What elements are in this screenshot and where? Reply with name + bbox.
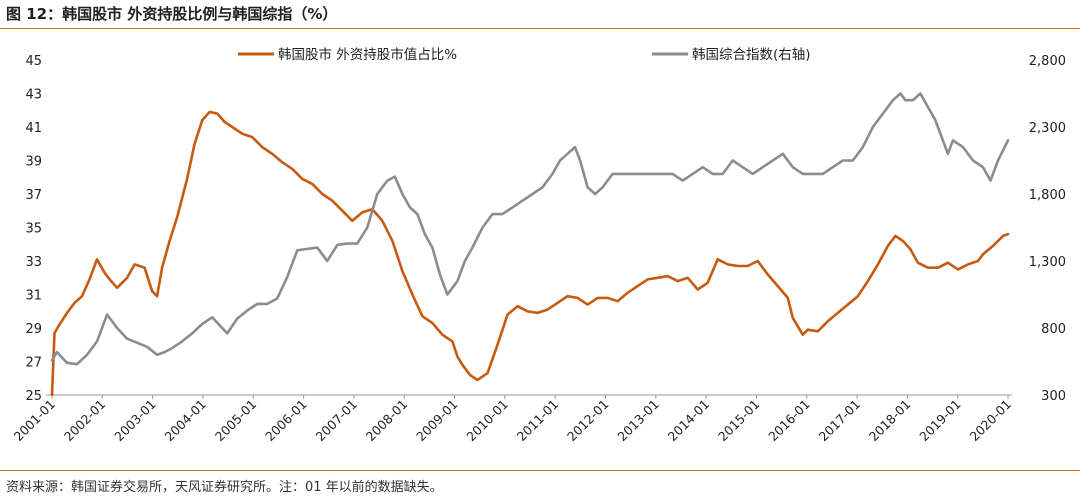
- left-axis-tick-label: 43: [25, 88, 42, 103]
- x-axis-tick-label: 2014-01: [665, 397, 713, 445]
- left-axis-tick-label: 35: [25, 222, 42, 237]
- x-axis-tick-label: 2004-01: [162, 397, 210, 445]
- series-lines: [50, 92, 1010, 397]
- right-axis-tick-label: 1,800: [1029, 188, 1066, 203]
- x-axis-tick-label: 2018-01: [866, 397, 914, 445]
- header-divider: [0, 28, 1080, 29]
- left-axis-tick-label: 41: [25, 121, 42, 136]
- right-axis-tick-label: 1,300: [1029, 255, 1066, 270]
- x-axis-tick-label: 2003-01: [111, 397, 159, 445]
- x-axis-tick-label: 2011-01: [514, 397, 562, 445]
- series-line-kospi: [50, 92, 1010, 366]
- figure-header: 图 12：韩国股市 外资持股比例与韩国综指（%）: [0, 0, 1080, 28]
- left-axis-tick-label: 31: [25, 289, 42, 304]
- x-axis-ticks: 2001-01 2002-01 2003-01 2004-01 2005-01 2006-…: [11, 395, 1015, 445]
- x-axis-tick-label: 2009-01: [413, 397, 461, 445]
- x-axis-tick-label: 2002-01: [61, 397, 109, 445]
- x-axis-tick-label: 2020-01: [967, 397, 1015, 445]
- right-axis-tick-label: 800: [1041, 322, 1066, 337]
- chart-legend: 韩国股市 外资持股市值占比% 韩国综合指数(右轴): [238, 46, 811, 63]
- right-axis-tick-label: 2,800: [1029, 54, 1066, 69]
- left-axis-tick-label: 29: [25, 322, 42, 337]
- x-axis-tick-label: 2012-01: [564, 397, 612, 445]
- x-axis-tick-label: 2006-01: [262, 397, 310, 445]
- x-axis-tick-label: 2010-01: [463, 397, 511, 445]
- left-axis-ticks: 45 43 41 39 37 35 33 31 29 27 25: [25, 54, 42, 404]
- x-axis-tick-label: 2015-01: [715, 397, 763, 445]
- left-axis-tick-label: 27: [25, 356, 42, 371]
- footer-divider: [0, 470, 1080, 471]
- x-axis-tick-label: 2013-01: [614, 397, 662, 445]
- x-axis-tick-label: 2007-01: [312, 397, 360, 445]
- legend-label: 韩国股市 外资持股市值占比%: [278, 46, 457, 63]
- x-axis-tick-label: 2017-01: [816, 397, 864, 445]
- legend-label: 韩国综合指数(右轴): [692, 47, 811, 63]
- right-axis-tick-label: 2,300: [1029, 121, 1066, 136]
- x-axis-tick-label: 2016-01: [765, 397, 813, 445]
- right-axis-ticks: 2,800 2,300 1,800 1,300 800 300: [1029, 54, 1066, 404]
- x-axis-tick-label: 2008-01: [363, 397, 411, 445]
- left-axis-tick-label: 39: [25, 155, 42, 170]
- left-axis-tick-label: 37: [25, 188, 42, 203]
- x-axis-tick-label: 2019-01: [916, 397, 964, 445]
- left-axis-tick-label: 25: [25, 389, 42, 404]
- right-axis-tick-label: 300: [1041, 389, 1066, 404]
- figure-title: 图 12：韩国股市 外资持股比例与韩国综指（%）: [6, 5, 338, 23]
- figure-source-note: 资料来源：韩国证券交易所，天风证券研究所。注：01 年以前的数据缺失。: [6, 480, 443, 495]
- series-line-foreign-ownership: [50, 110, 1010, 397]
- left-axis-tick-label: 45: [25, 54, 42, 69]
- dual-axis-line-chart: 45 43 41 39 37 35 33 31 29 27 25 2,800 2,300 1,800 1,…: [11, 46, 1066, 445]
- x-axis-tick-label: 2005-01: [212, 397, 260, 445]
- left-axis-tick-label: 33: [25, 255, 42, 270]
